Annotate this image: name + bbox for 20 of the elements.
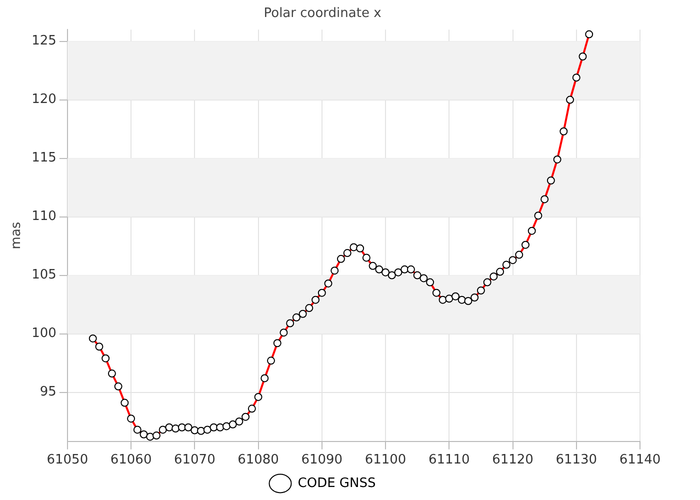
x-tick-label: 61080 <box>238 452 279 468</box>
y-axis-title: mas <box>9 222 24 250</box>
legend-label: CODE GNSS <box>298 476 376 491</box>
x-tick-label: 61090 <box>301 452 343 468</box>
y-tick-label: 95 <box>40 384 56 400</box>
y-tick-label: 105 <box>32 268 56 283</box>
y-tick-label: 125 <box>32 34 56 49</box>
y-tick-label: 110 <box>32 209 56 224</box>
x-tick-label: 61060 <box>110 452 152 468</box>
x-tick-label: 61130 <box>556 452 598 468</box>
chart-title: Polar coordinate x <box>264 6 382 22</box>
y-tick-label: 100 <box>32 326 56 342</box>
y-tick-label: 120 <box>32 92 56 108</box>
x-tick-label: 61120 <box>492 452 534 468</box>
x-tick-label: 61100 <box>364 452 406 468</box>
x-tick-label: 61110 <box>428 452 470 468</box>
x-tick-label: 61070 <box>174 452 216 468</box>
x-tick-label: 61140 <box>619 452 661 468</box>
y-tick-label: 115 <box>32 150 56 166</box>
x-tick-label: 61050 <box>46 452 88 468</box>
